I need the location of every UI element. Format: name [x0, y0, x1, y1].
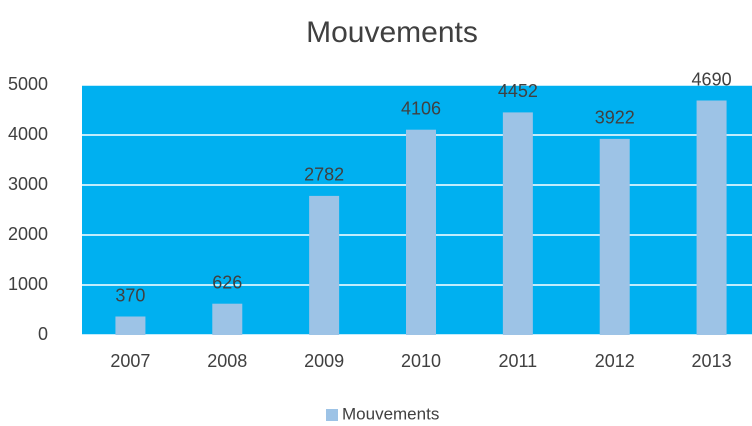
y-tick-label: 5000 — [8, 74, 48, 94]
data-label: 626 — [212, 272, 242, 292]
chart-title: Mouvements — [306, 16, 478, 49]
bar — [502, 112, 533, 336]
x-tick-label: 2011 — [498, 351, 537, 371]
x-tick-label: 2009 — [304, 351, 344, 371]
data-label: 4690 — [692, 69, 732, 89]
data-label: 4452 — [498, 81, 538, 101]
x-tick-label: 2010 — [401, 351, 441, 371]
legend-swatch — [326, 409, 338, 421]
x-tick-label: 2008 — [207, 351, 247, 371]
x-tick-label: 2013 — [692, 351, 732, 371]
bar — [309, 195, 340, 335]
bar — [212, 303, 243, 335]
bar — [115, 316, 146, 335]
data-label: 2782 — [304, 165, 344, 185]
y-tick-label: 3000 — [8, 174, 48, 194]
data-label: 3922 — [595, 108, 635, 128]
data-label: 4106 — [401, 98, 441, 118]
bar — [406, 129, 436, 335]
y-tick-label: 4000 — [8, 124, 48, 144]
y-tick-label: 2000 — [8, 224, 48, 244]
x-tick-label: 2012 — [595, 351, 635, 371]
x-tick-label: 2007 — [110, 351, 150, 371]
y-tick-label: 0 — [38, 324, 48, 344]
bar — [696, 100, 727, 335]
legend-label: Mouvements — [342, 404, 439, 423]
y-tick-label: 1000 — [8, 274, 48, 294]
data-label: 370 — [115, 285, 145, 305]
bar — [599, 138, 630, 335]
